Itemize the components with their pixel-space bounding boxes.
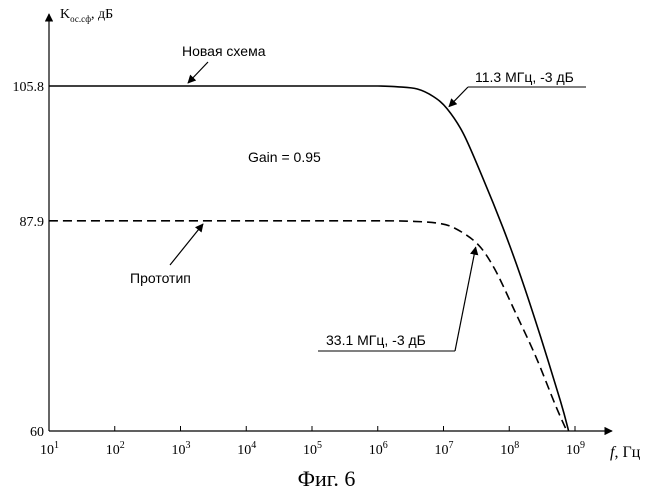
x-tick-exponent: 7 <box>449 440 454 451</box>
x-tick-label: 101 <box>40 440 59 458</box>
annotation-arrow-new <box>187 61 209 84</box>
x-axis-label-var: f <box>610 444 617 461</box>
annotation-prototype: Прототип <box>130 270 191 286</box>
annotation-arrow-corner-new <box>448 86 469 108</box>
x-tick-base: 10 <box>40 443 54 458</box>
x-tick-label: 102 <box>106 440 125 458</box>
y-tick-label: 105.8 <box>13 80 45 95</box>
x-tick-exponent: 2 <box>120 440 125 451</box>
x-tick-exponent: 1 <box>54 440 59 451</box>
x-tick-label: 105 <box>303 440 322 458</box>
x-tick-base: 10 <box>172 443 186 458</box>
annotation-corner-new: 11.3 МГц, -3 дБ <box>475 69 574 85</box>
x-tick-exponent: 4 <box>251 440 256 451</box>
x-tick-base: 10 <box>303 443 317 458</box>
y-axis-label-sub: ос.сф <box>70 14 91 24</box>
annotation-arrow-corner-prototype <box>454 246 479 352</box>
x-tick-label: 107 <box>435 440 454 458</box>
x-tick-base: 10 <box>500 443 514 458</box>
x-tick-label: 104 <box>237 440 256 458</box>
series-line-new-circuit <box>48 85 570 432</box>
series-group <box>48 85 570 432</box>
annotation-gain: Gain = 0.95 <box>248 149 321 165</box>
y-axis-label-main: K <box>60 7 70 22</box>
x-tick-label: 108 <box>500 440 519 458</box>
annotation-arrow-prototype <box>169 223 204 266</box>
x-tick-exponent: 6 <box>383 440 388 451</box>
annotation-new-circuit: Новая схема <box>182 43 266 59</box>
x-tick-label: 106 <box>369 440 388 458</box>
annotations-group: Новая схема 11.3 МГц, -3 дБ Gain = 0.95 Про… <box>130 43 586 352</box>
x-tick-label: 103 <box>172 440 191 458</box>
x-tick-base: 10 <box>566 443 580 458</box>
figure-caption: Фиг. 6 <box>297 466 356 491</box>
x-tick-base: 10 <box>237 443 251 458</box>
x-axis-label-unit: , Гц <box>614 444 640 461</box>
annotation-corner-prototype: 33.1 МГц, -3 дБ <box>326 332 426 348</box>
y-tick-label: 87.9 <box>20 215 45 230</box>
x-tick-exponent: 8 <box>514 440 519 451</box>
series-line-prototype <box>49 219 568 432</box>
x-tick-exponent: 5 <box>317 440 322 451</box>
x-tick-exponent: 3 <box>186 440 191 451</box>
x-tick-base: 10 <box>435 443 449 458</box>
y-axis-label: Kос.сф, дБ <box>60 7 113 24</box>
y-tick-label: 60 <box>30 425 44 440</box>
x-axis-label: f, Гц <box>610 444 641 461</box>
y-axis-label-unit: , дБ <box>91 7 113 22</box>
x-tick-base: 10 <box>369 443 383 458</box>
x-tick-label: 109 <box>566 440 585 458</box>
x-tick-exponent: 9 <box>580 440 585 451</box>
x-tick-base: 10 <box>106 443 120 458</box>
